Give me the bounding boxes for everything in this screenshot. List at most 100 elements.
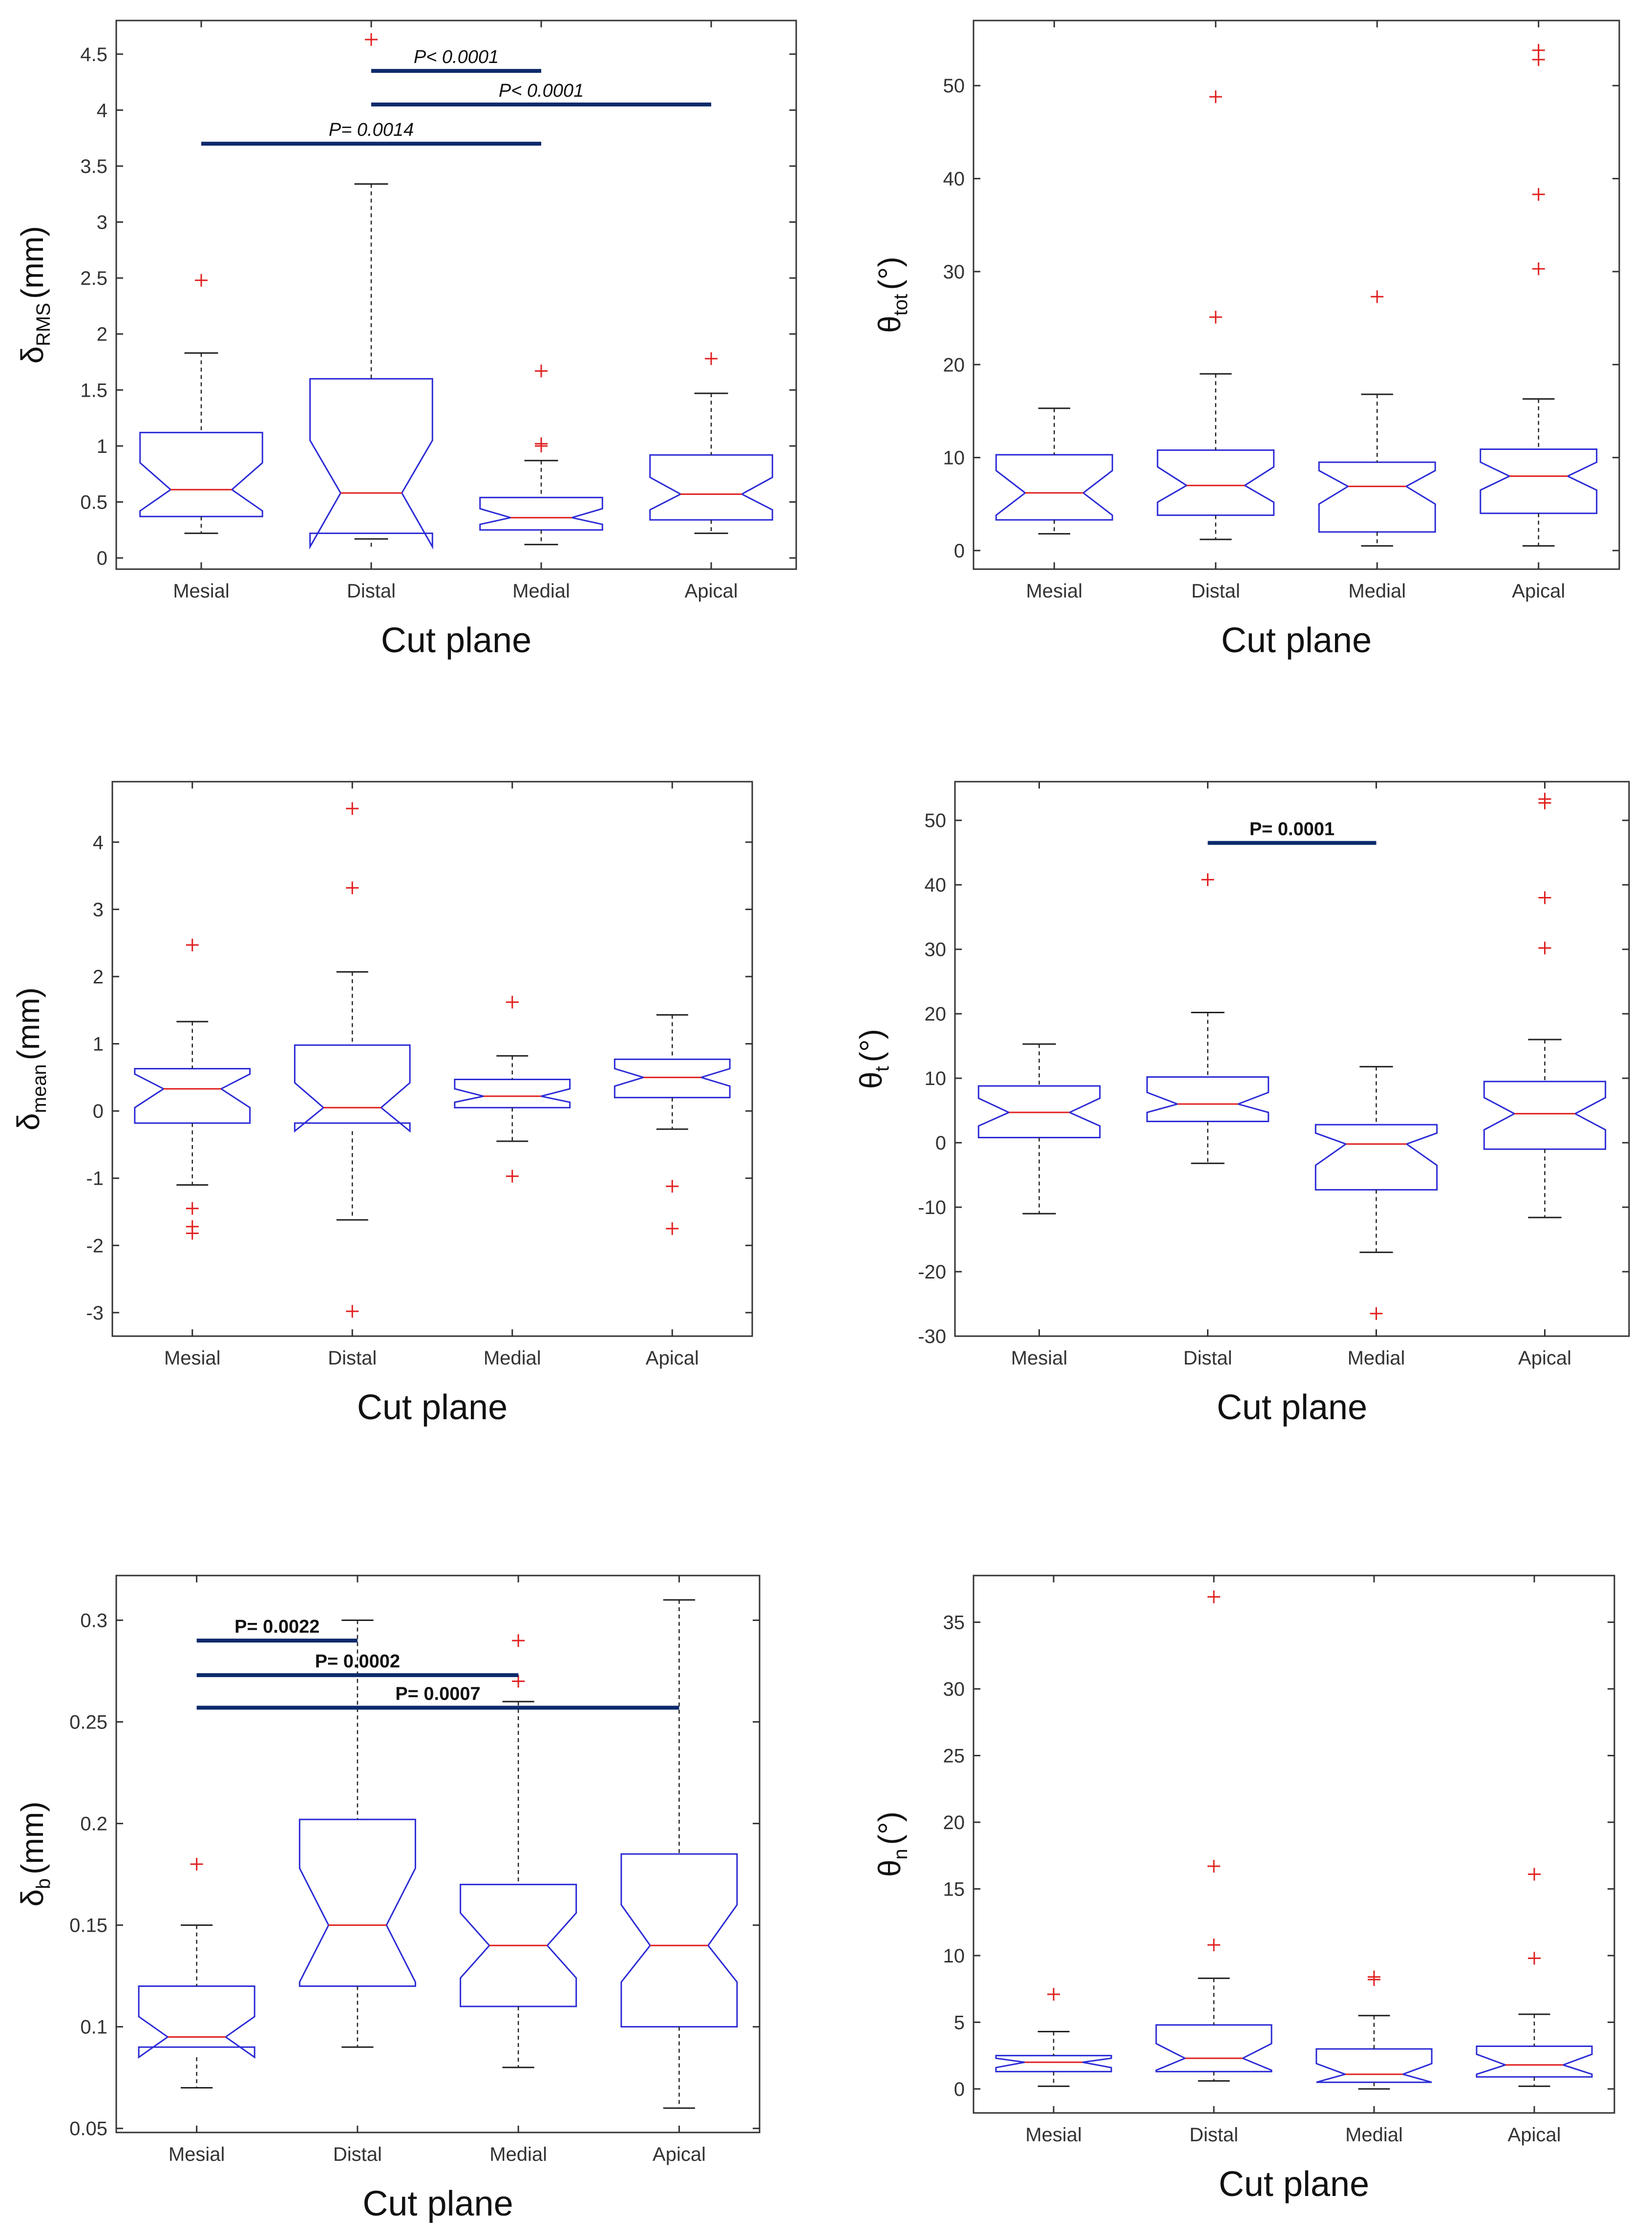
box-distal (1155, 2024, 1272, 2072)
panel-theta-t: -30 -20 -10 0 10 20 30 40 50 Mesial Distal Medial Ap… (853, 781, 1630, 1427)
outlier-marker (1538, 941, 1551, 955)
y-tick-label: 15 (943, 1878, 965, 1900)
x-axis-label: Cut plane (1219, 2165, 1369, 2204)
y-label-symbol: θ (853, 1071, 889, 1089)
box-medial (1315, 2048, 1433, 2083)
y-tick-label: 0 (93, 1101, 104, 1122)
y-tick-label: 1 (93, 1034, 104, 1055)
y-tick-label: 40 (943, 169, 965, 190)
outlier-marker (365, 33, 378, 46)
outlier-marker (506, 1170, 519, 1183)
y-tick-label: -10 (918, 1197, 946, 1218)
y-label-unit: (mm) (11, 987, 46, 1060)
outlier-marker (1207, 1860, 1220, 1873)
y-axis-label: θt (°) (853, 1029, 893, 1089)
x-tick-label: Distal (1189, 2124, 1238, 2146)
y-label-symbol: θ (872, 1859, 907, 1877)
outlier-marker (190, 1857, 203, 1871)
outlier-marker (1538, 891, 1551, 904)
y-tick-label: 1.5 (80, 380, 107, 401)
x-tick-label: Mesial (173, 580, 230, 602)
outlier-marker (1368, 1970, 1380, 1983)
y-tick-label: 30 (943, 261, 965, 283)
y-label-subscript: tot (890, 294, 911, 316)
p-value-label: P= 0.0007 (395, 1684, 480, 1704)
y-tick-label: -1 (86, 1168, 104, 1190)
x-tick-label: Medial (484, 1347, 541, 1369)
panel-theta-n: 0 5 10 15 20 25 30 35 Mesial Distal Medial Apical Cu… (872, 1575, 1615, 2204)
y-tick-label: 2.5 (80, 268, 107, 289)
y-tick-label: 30 (943, 1679, 965, 1700)
y-tick-label: 10 (943, 1945, 965, 1967)
box-mesial (995, 2055, 1112, 2072)
box-mesial (138, 1985, 255, 2059)
outlier-marker (346, 881, 359, 895)
y-tick-label: 0.25 (69, 1712, 107, 1733)
x-tick-label: Apical (653, 2144, 706, 2165)
box-mesial (995, 454, 1113, 521)
y-label-unit: (mm) (15, 226, 50, 299)
p-value-label: P< 0.0001 (414, 47, 499, 67)
y-label-symbol: δ (15, 346, 50, 364)
box-medial (1314, 1124, 1438, 1191)
x-tick-label: Mesial (169, 2144, 225, 2165)
outlier-marker (666, 1222, 679, 1235)
y-axis-label: θtot (°) (872, 256, 911, 333)
box-apical (614, 1058, 731, 1099)
x-tick-label: Apical (1518, 1347, 1571, 1369)
y-label-subscript: RMS (33, 303, 54, 346)
outlier-marker (195, 274, 208, 287)
y-axis-label: θn (°) (872, 1812, 911, 1877)
x-tick-label: Medial (1348, 580, 1406, 602)
x-tick-label: Distal (347, 580, 396, 602)
y-tick-label: 1 (97, 436, 107, 457)
x-tick-label: Mesial (1011, 1347, 1068, 1369)
y-tick-label: 50 (925, 810, 947, 831)
box-mesial (139, 431, 263, 517)
x-tick-label: Mesial (1026, 580, 1082, 602)
x-tick-label: Apical (685, 580, 738, 602)
y-tick-label: 10 (925, 1068, 947, 1089)
y-tick-label: 3 (93, 899, 104, 920)
plot-frame (973, 20, 1620, 570)
outlier-marker (1209, 90, 1222, 104)
y-tick-label: -3 (86, 1302, 104, 1324)
y-tick-label: 0.1 (80, 2017, 107, 2038)
plot-frame (954, 781, 1630, 1337)
x-tick-label: Mesial (164, 1347, 221, 1369)
outlier-marker (535, 364, 548, 378)
plot-frame (115, 20, 797, 570)
x-axis-label: Cut plane (381, 621, 531, 660)
y-tick-label: 0 (954, 540, 965, 562)
y-axis-label: δb (mm) (15, 1801, 54, 1906)
y-label-subscript: n (890, 1849, 911, 1859)
y-tick-label: 4 (93, 832, 104, 853)
plot-frame (973, 1575, 1615, 2114)
outlier-marker (1207, 1590, 1220, 1603)
x-tick-label: Medial (512, 580, 570, 602)
y-label-unit: (°) (853, 1029, 889, 1062)
outlier-marker (1532, 188, 1545, 201)
box-distal (1157, 449, 1275, 516)
box-apical (1480, 448, 1598, 514)
outlier-marker (666, 1180, 679, 1193)
x-tick-label: Distal (1191, 580, 1240, 602)
y-tick-label: 3 (97, 212, 107, 234)
box-apical (620, 1853, 738, 2028)
outlier-marker (1047, 1988, 1060, 2001)
box-medial (1318, 461, 1436, 533)
panel-theta-tot: 0 10 20 30 40 50 Mesial Distal Medial Apical Cut p… (872, 20, 1620, 660)
y-axis-label: δRMS (mm) (15, 226, 54, 364)
y-tick-label: 0 (935, 1132, 946, 1154)
y-label-subscript: b (33, 1878, 54, 1889)
y-label-symbol: δ (11, 1113, 46, 1130)
y-tick-label: 0 (97, 548, 107, 569)
outlier-marker (1528, 1868, 1541, 1881)
y-tick-label: 2 (97, 324, 107, 345)
panel-delta-b: 0.05 0.1 0.15 0.2 0.25 0.3 Mesial Distal Medial A… (15, 1575, 761, 2223)
y-tick-label: 0.5 (80, 491, 107, 513)
y-label-unit: (°) (872, 256, 907, 290)
x-tick-label: Medial (489, 2144, 547, 2165)
y-tick-label: 3.5 (80, 156, 107, 177)
